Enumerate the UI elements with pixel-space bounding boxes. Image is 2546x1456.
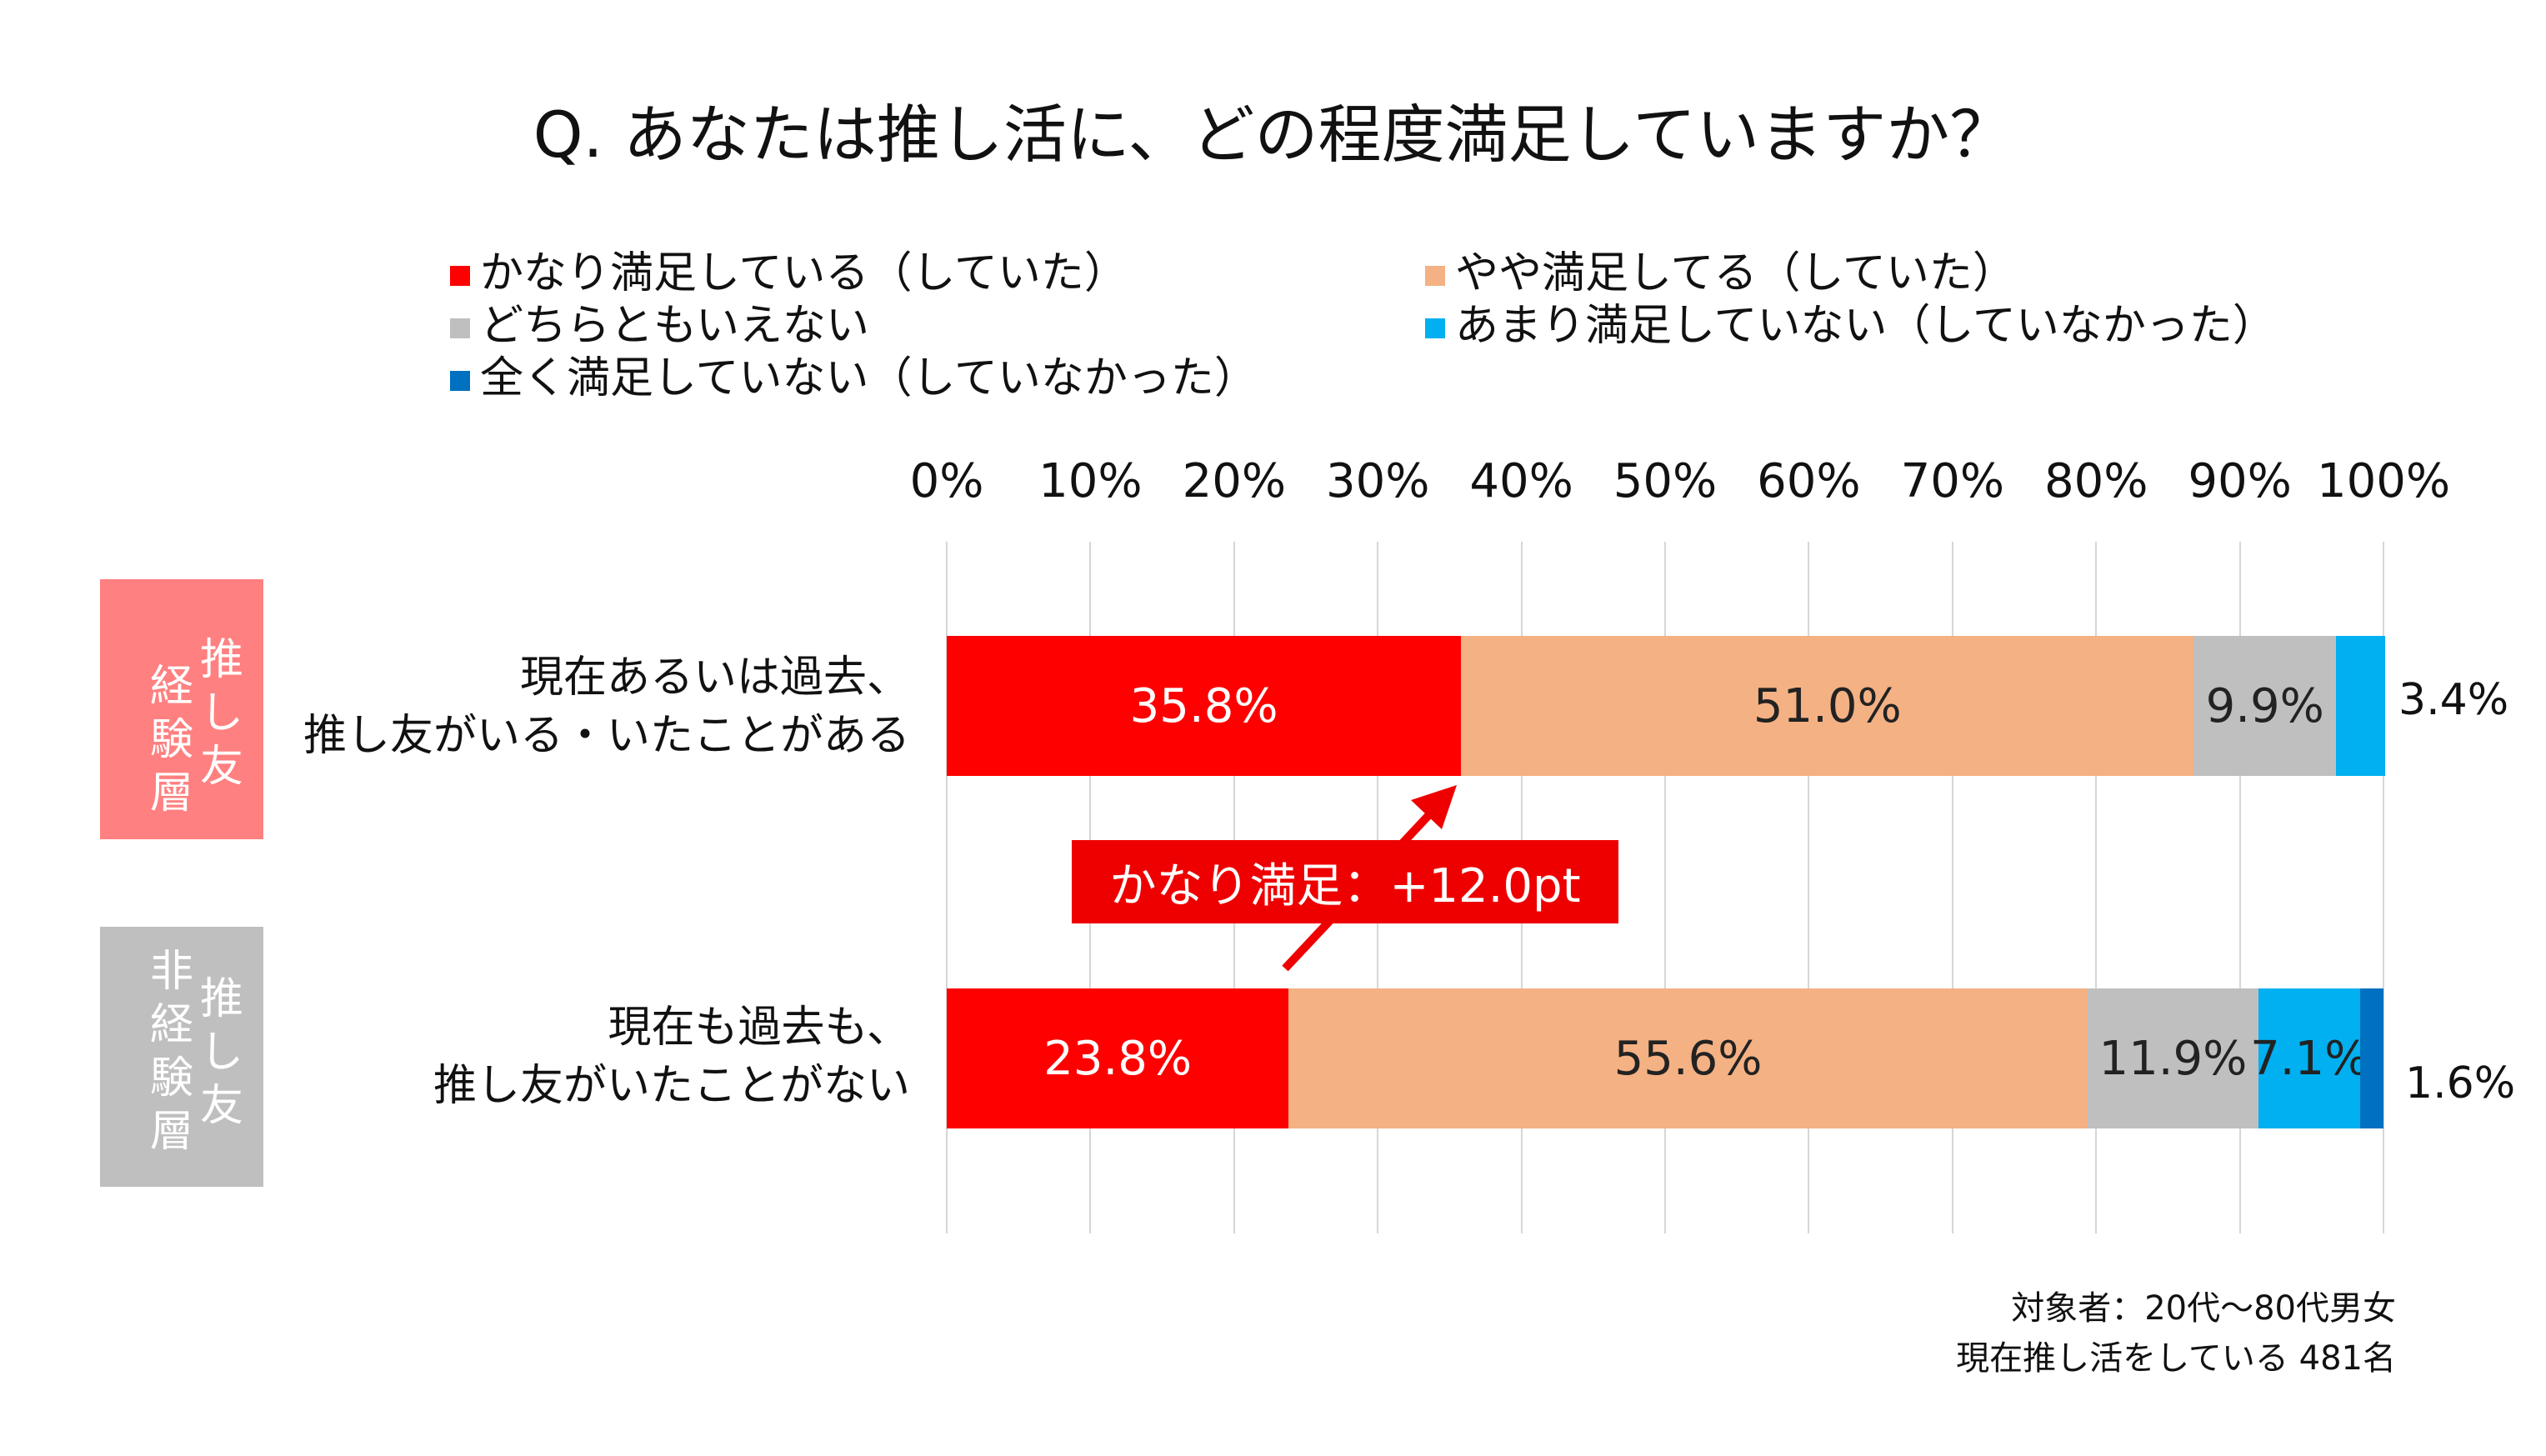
x-tick-label: 60% [1757, 454, 1861, 508]
legend-swatch [450, 318, 470, 338]
x-tick-label: 20% [1182, 454, 1287, 508]
box-text-col-left: 非経験層 [147, 945, 197, 1158]
row-label-non-experienced: 現在も過去も、 推し友がいたことがない [275, 998, 910, 1115]
group-box-experienced: 推し友 経験層 [100, 579, 263, 839]
legend-item: どちらともいえない [450, 290, 869, 353]
legend-item: かなり満足している（していた） [450, 238, 1128, 300]
bar-segment: 51.0% [1461, 636, 2194, 776]
box-char: 層 [149, 1107, 193, 1157]
gridline [1808, 542, 1810, 1233]
box-text-col-right: 推し友 [197, 973, 247, 1133]
note-line1: 対象者：20代～80代男女 [2011, 1289, 2396, 1328]
x-tick-label: 80% [2043, 454, 2148, 508]
survey-note: 対象者：20代～80代男女 現在推し活をしている 481名 [1956, 1283, 2396, 1383]
box-char: 経 [149, 662, 193, 712]
row-label-line1: 現在も過去も、 [608, 1003, 910, 1053]
box-text-col-right: 推し友 [197, 633, 247, 793]
legend-label: 全く満足していない（していなかった） [480, 353, 1258, 403]
box-char: 友 [199, 1081, 243, 1131]
bar-segment: 23.8% [947, 988, 1289, 1128]
gridline [2095, 542, 2098, 1233]
row-label-experienced: 現在あるいは過去、 推し友がいる・いたことがある [275, 648, 910, 765]
data-label: 23.8% [1043, 1031, 1193, 1086]
row-label-line1: 現在あるいは過去、 [519, 653, 910, 703]
legend-swatch [1425, 266, 1445, 286]
row-label-line2: 推し友がいたことがない [433, 1061, 910, 1111]
box-char: 推 [199, 635, 243, 685]
box-char: 経 [149, 1000, 193, 1050]
box-char: 験 [149, 715, 193, 765]
legend-item: 全く満足していない（していなかった） [450, 343, 1258, 405]
chart-title: Q. あなたは推し活に、どの程度満足していますか？ [533, 98, 2013, 172]
legend-swatch [450, 266, 470, 286]
x-tick-label: 10% [1038, 454, 1143, 508]
data-label: 11.9% [2098, 1031, 2248, 1086]
legend-label: どちらともいえない [480, 301, 869, 351]
box-char: し [199, 1028, 243, 1078]
legend-label: かなり満足している（していた） [480, 248, 1128, 298]
note-line2: 現在推し活をしている 481名 [1956, 1339, 2396, 1378]
data-label: 35.8% [1129, 678, 1278, 733]
box-char: 非 [149, 947, 193, 997]
box-char: し [199, 688, 243, 738]
row-label-line2: 推し友がいる・いたことがある [303, 711, 910, 761]
bar-segment: 55.6% [1288, 988, 2088, 1128]
data-label: 51.0% [1753, 678, 1902, 733]
box-char: 推 [199, 974, 243, 1024]
group-box-non-experienced: 推し友 非経験層 [100, 927, 263, 1187]
gridline [946, 542, 948, 1233]
callout-label: かなり満足：+12.0pt [1072, 840, 1618, 923]
legend-label: やや満足してる（していた） [1455, 248, 2016, 298]
bar-segment [2336, 636, 2385, 776]
bar-segment: 7.1% [2250, 988, 2368, 1128]
x-tick-label: 90% [2188, 454, 2292, 508]
box-char: 友 [199, 742, 243, 792]
bar-segment: 9.9% [2193, 636, 2337, 776]
bar-segment: 35.8% [947, 636, 1462, 776]
bar-segment [2360, 988, 2383, 1128]
data-label-outside: 1.6% [2405, 1058, 2516, 1108]
legend-item: やや満足してる（していた） [1425, 238, 2016, 300]
gridline [2238, 542, 2241, 1233]
x-tick-label: 100% [2316, 454, 2451, 508]
bar-segment: 11.9% [2087, 988, 2258, 1128]
data-label: 9.9% [2205, 678, 2324, 733]
box-char: 験 [149, 1053, 193, 1103]
box-char: 層 [149, 768, 193, 818]
gridline [1951, 542, 1953, 1233]
gridline [1664, 542, 1666, 1233]
legend-swatch [450, 371, 470, 391]
gridline [2383, 542, 2384, 1233]
box-text-col-left: 経験層 [147, 660, 197, 820]
x-tick-label: 40% [1469, 454, 1573, 508]
x-tick-label: 30% [1325, 454, 1430, 508]
legend-item: あまり満足していない（していなかった） [1425, 290, 2276, 353]
x-tick-label: 70% [1900, 454, 2005, 508]
legend-swatch [1425, 318, 1445, 338]
data-label: 55.6% [1613, 1031, 1763, 1086]
x-tick-label: 0% [909, 454, 984, 508]
legend-label: あまり満足していない（していなかった） [1455, 301, 2276, 351]
data-label: 7.1% [2250, 1031, 2369, 1086]
x-tick-label: 50% [1613, 454, 1718, 508]
data-label-outside: 3.4% [2398, 675, 2509, 725]
